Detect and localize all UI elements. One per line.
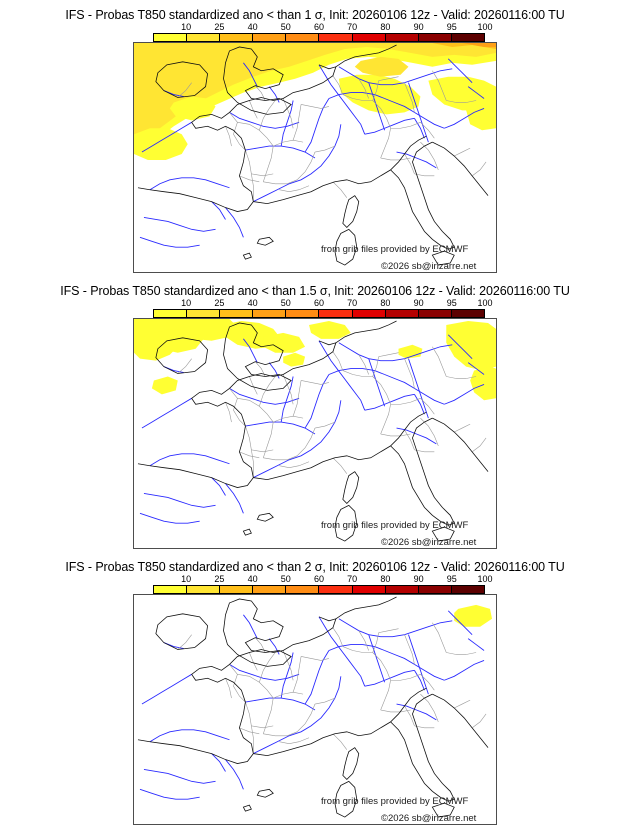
panel-title: IFS - Probas T850 standardized ano < tha… <box>60 284 570 298</box>
colorbar-gradient <box>153 33 485 42</box>
colorbar-tick: 10 <box>181 22 192 32</box>
copyright-credit: ©2026 sb@irizarre.net <box>381 537 477 548</box>
colorbar-tick-labels: 10 25 40 50 60 70 80 90 95 100 <box>153 574 492 585</box>
colorbar-segment-90 <box>385 34 419 41</box>
colorbar-tick: 50 <box>280 574 291 584</box>
map-canvas <box>137 596 493 818</box>
colorbar-gradient <box>153 585 485 594</box>
colorbar-segment-25 <box>187 586 221 593</box>
colorbar-tick: 100 <box>477 298 493 308</box>
colorbar-segment-40 <box>220 310 254 317</box>
colorbar-tick: 50 <box>280 298 291 308</box>
colorbar-tick: 95 <box>446 298 457 308</box>
colorbar-tick: 95 <box>446 574 457 584</box>
colorbar-tick: 60 <box>313 574 325 584</box>
panel-sigma-1: IFS - Probas T850 standardized ano < tha… <box>0 0 630 276</box>
colorbar-tick-labels: 10 25 40 50 60 70 80 90 95 100 <box>153 298 492 309</box>
colorbar-segment-100 <box>451 34 484 41</box>
copyright-credit: ©2026 sb@irizarre.net <box>381 261 477 272</box>
colorbar-tick: 90 <box>413 574 424 584</box>
colorbar-segment-90 <box>385 310 419 317</box>
colorbar-segment-90 <box>385 586 419 593</box>
colorbar-gradient <box>153 309 485 318</box>
colorbar-segment-100 <box>451 310 484 317</box>
colorbar-tick: 40 <box>247 22 258 32</box>
colorbar-segment-70 <box>319 586 353 593</box>
probability-map[interactable] <box>133 318 497 549</box>
colorbar-segment-70 <box>319 34 353 41</box>
administrative-borders <box>177 70 487 202</box>
colorbar-segment-50 <box>253 34 287 41</box>
probability-map[interactable] <box>133 594 497 825</box>
colorbar-tick: 10 <box>181 574 192 584</box>
probability-map[interactable] <box>133 42 497 273</box>
river-network <box>139 58 485 248</box>
colorbar-segment-80 <box>352 586 386 593</box>
colorbar-segment-70 <box>319 310 353 317</box>
colorbar-tick: 25 <box>214 298 225 308</box>
colorbar-segment-95 <box>418 586 452 593</box>
colorbar-tick: 70 <box>347 298 358 308</box>
colorbar-segment-60 <box>286 310 320 317</box>
colorbar-segment-95 <box>418 310 452 317</box>
colorbar-segment-95 <box>418 34 452 41</box>
colorbar-tick: 90 <box>413 22 424 32</box>
colorbar-segment-10 <box>154 34 188 41</box>
colorbar-tick: 10 <box>181 298 192 308</box>
colorbar-tick: 80 <box>380 22 391 32</box>
coastlines <box>137 44 489 266</box>
probability-field <box>454 604 493 627</box>
administrative-borders <box>177 346 487 478</box>
colorbar-segment-100 <box>451 586 484 593</box>
probability-field <box>134 43 496 160</box>
colorbar-tick: 95 <box>446 22 457 32</box>
colorbar-segment-60 <box>286 34 320 41</box>
colorbar-tick: 100 <box>477 22 493 32</box>
colorbar: 10 25 40 50 60 70 80 90 95 100 <box>153 574 493 594</box>
coastlines <box>137 596 489 818</box>
ecmwf-credit: from grib files provided by ECMWF <box>321 244 469 255</box>
colorbar-segment-10 <box>154 586 188 593</box>
colorbar-tick: 80 <box>380 574 391 584</box>
colorbar-tick: 70 <box>347 22 358 32</box>
colorbar-tick: 100 <box>477 574 493 584</box>
colorbar-tick: 40 <box>247 298 258 308</box>
colorbar-segment-40 <box>220 586 254 593</box>
ecmwf-credit: from grib files provided by ECMWF <box>321 520 469 531</box>
colorbar: 10 25 40 50 60 70 80 90 95 100 <box>153 298 493 318</box>
colorbar-segment-25 <box>187 310 221 317</box>
colorbar-segment-10 <box>154 310 188 317</box>
colorbar-tick: 70 <box>347 574 358 584</box>
colorbar-segment-50 <box>253 586 287 593</box>
colorbar-segment-80 <box>352 310 386 317</box>
panel-title: IFS - Probas T850 standardized ano < tha… <box>65 560 565 574</box>
colorbar-segment-50 <box>253 310 287 317</box>
panel-sigma-2: IFS - Probas T850 standardized ano < tha… <box>0 552 630 828</box>
map-canvas <box>134 319 496 542</box>
coastlines <box>137 320 489 542</box>
colorbar-tick: 25 <box>214 574 225 584</box>
colorbar-tick: 25 <box>214 22 225 32</box>
colorbar-segment-25 <box>187 34 221 41</box>
probability-field <box>134 319 496 401</box>
panel-title: IFS - Probas T850 standardized ano < tha… <box>65 8 565 22</box>
panel-sigma-1-5: IFS - Probas T850 standardized ano < tha… <box>0 276 630 552</box>
colorbar-tick: 40 <box>247 574 258 584</box>
colorbar-segment-40 <box>220 34 254 41</box>
ecmwf-credit: from grib files provided by ECMWF <box>321 796 469 807</box>
colorbar-tick-labels: 10 25 40 50 60 70 80 90 95 100 <box>153 22 492 33</box>
colorbar: 10 25 40 50 60 70 80 90 95 100 <box>153 22 493 42</box>
colorbar-tick: 50 <box>280 22 291 32</box>
colorbar-segment-60 <box>286 586 320 593</box>
map-canvas <box>134 43 496 266</box>
colorbar-tick: 60 <box>313 298 325 308</box>
colorbar-segment-80 <box>352 34 386 41</box>
colorbar-tick: 60 <box>313 22 325 32</box>
copyright-credit: ©2026 sb@irizarre.net <box>381 813 477 824</box>
administrative-borders <box>177 622 487 754</box>
colorbar-tick: 90 <box>413 298 424 308</box>
colorbar-tick: 80 <box>380 298 391 308</box>
